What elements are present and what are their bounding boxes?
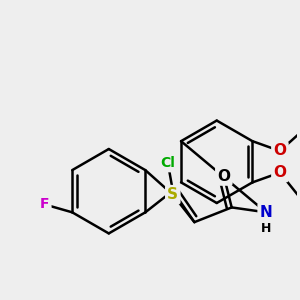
Text: H: H <box>261 221 271 235</box>
Text: O: O <box>217 169 230 184</box>
Text: N: N <box>260 205 272 220</box>
Text: O: O <box>273 143 286 158</box>
Text: F: F <box>40 197 50 212</box>
Text: O: O <box>273 165 286 180</box>
Text: S: S <box>167 187 178 202</box>
Text: Cl: Cl <box>160 156 175 170</box>
